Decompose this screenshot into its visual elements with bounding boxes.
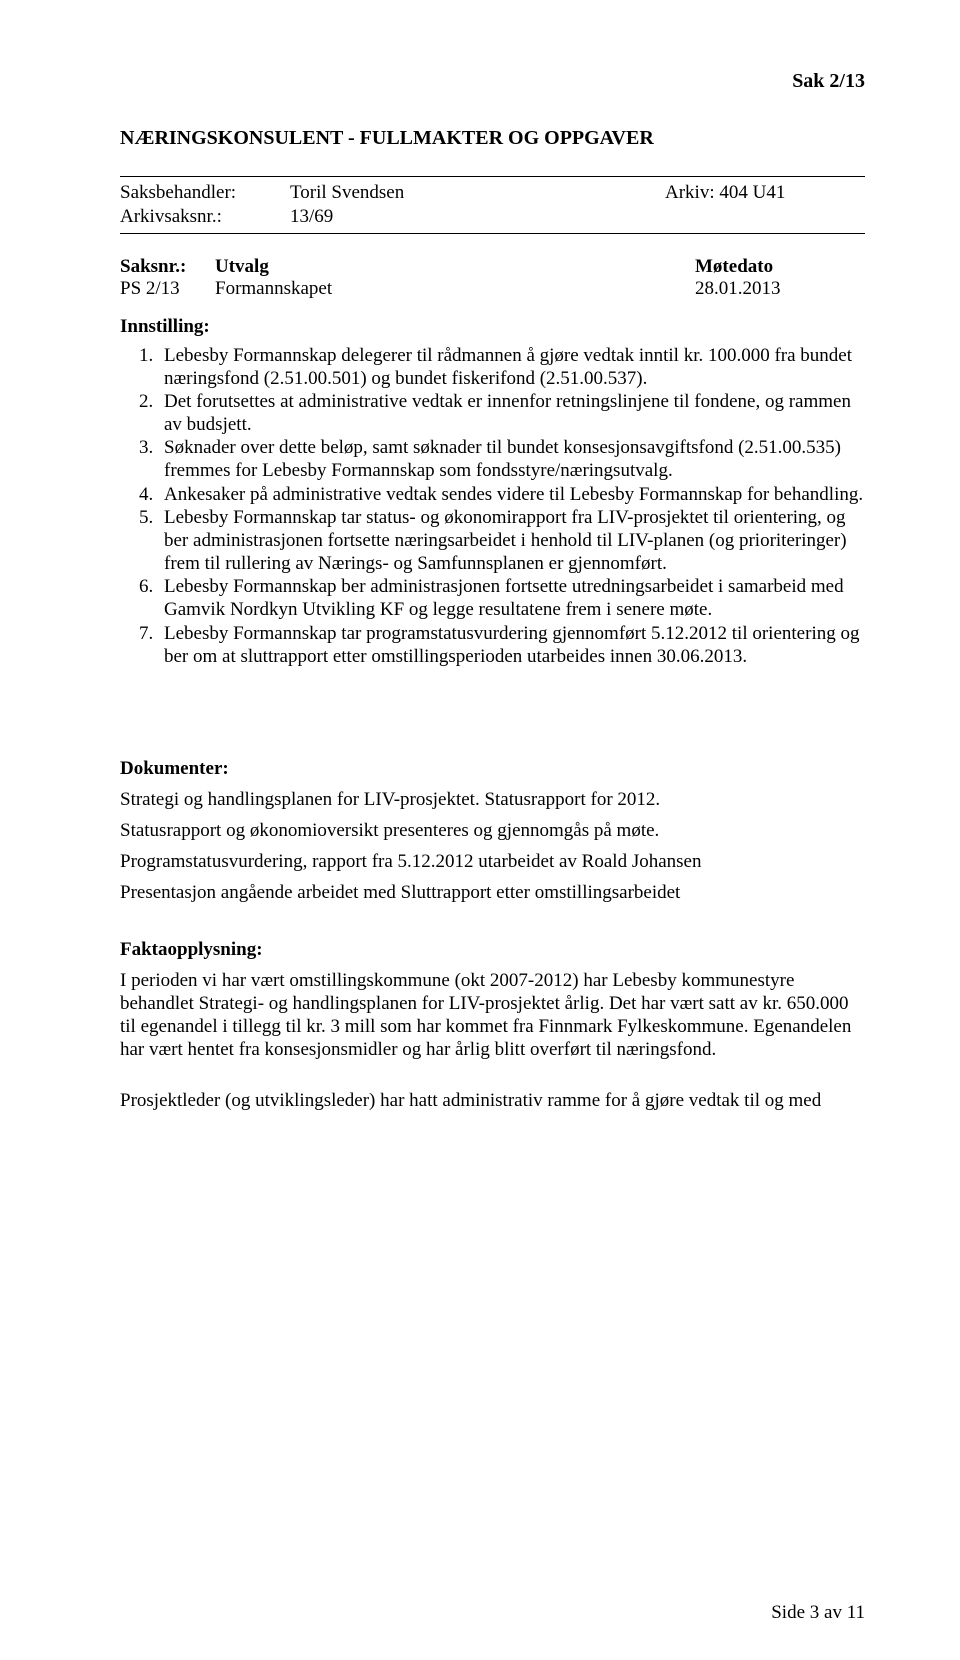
utvalg-value: Formannskapet [215,278,695,300]
list-item: Lebesby Formannskap tar programstatusvur… [158,622,865,668]
arkivsaksnr-value: 13/69 [290,205,665,229]
committee-header-row: Saksnr.: Utvalg Møtedato [120,256,865,278]
saksbehandler-value: Toril Svendsen [290,181,665,205]
document-title: NÆRINGSKONSULENT - FULLMAKTER OG OPPGAVE… [120,127,865,150]
document-page: Sak 2/13 NÆRINGSKONSULENT - FULLMAKTER O… [0,0,960,1660]
list-item: Lebesby Formannskap tar status- og økono… [158,506,865,576]
innstilling-heading: Innstilling: [120,316,865,338]
saksbehandler-label: Saksbehandler: [120,181,290,205]
fakta-heading: Faktaopplysning: [120,939,865,961]
utvalg-head: Utvalg [215,256,269,277]
meta-spacer [665,205,865,229]
list-item: Ankesaker på administrative vedtak sende… [158,483,865,506]
dokumenter-line: Programstatusvurdering, rapport fra 5.12… [120,850,865,873]
fakta-paragraph: Prosjektleder (og utviklingsleder) har h… [120,1089,865,1112]
arkivsaksnr-label: Arkivsaksnr.: [120,205,290,229]
dokumenter-line: Presentasjon angående arbeidet med Slutt… [120,881,865,904]
case-reference: Sak 2/13 [120,70,865,93]
spacer [120,668,865,758]
divider [120,233,865,234]
motedato-head: Møtedato [695,256,773,277]
list-item: Lebesby Formannskap delegerer til rådman… [158,344,865,390]
dokumenter-heading: Dokumenter: [120,758,865,780]
list-item: Det forutsettes at administrative vedtak… [158,390,865,436]
case-meta: Saksbehandler: Toril Svendsen Arkiv: 404… [120,177,865,233]
dokumenter-line: Strategi og handlingsplanen for LIV-pros… [120,788,865,811]
page-number: Side 3 av 11 [771,1602,865,1624]
list-item: Lebesby Formannskap ber administrasjonen… [158,575,865,621]
motedato-value: 28.01.2013 [695,278,865,300]
arkiv-label: Arkiv: 404 U41 [665,181,865,205]
resolution-list: Lebesby Formannskap delegerer til rådman… [128,344,865,668]
fakta-paragraph: I perioden vi har vært omstillingskommun… [120,969,865,1062]
committee-value-row: PS 2/13 Formannskapet 28.01.2013 [120,278,865,300]
dokumenter-line: Statusrapport og økonomioversikt present… [120,819,865,842]
saksnr-head: Saksnr.: [120,256,186,277]
list-item: Søknader over dette beløp, samt søknader… [158,436,865,482]
saksnr-value: PS 2/13 [120,278,215,300]
